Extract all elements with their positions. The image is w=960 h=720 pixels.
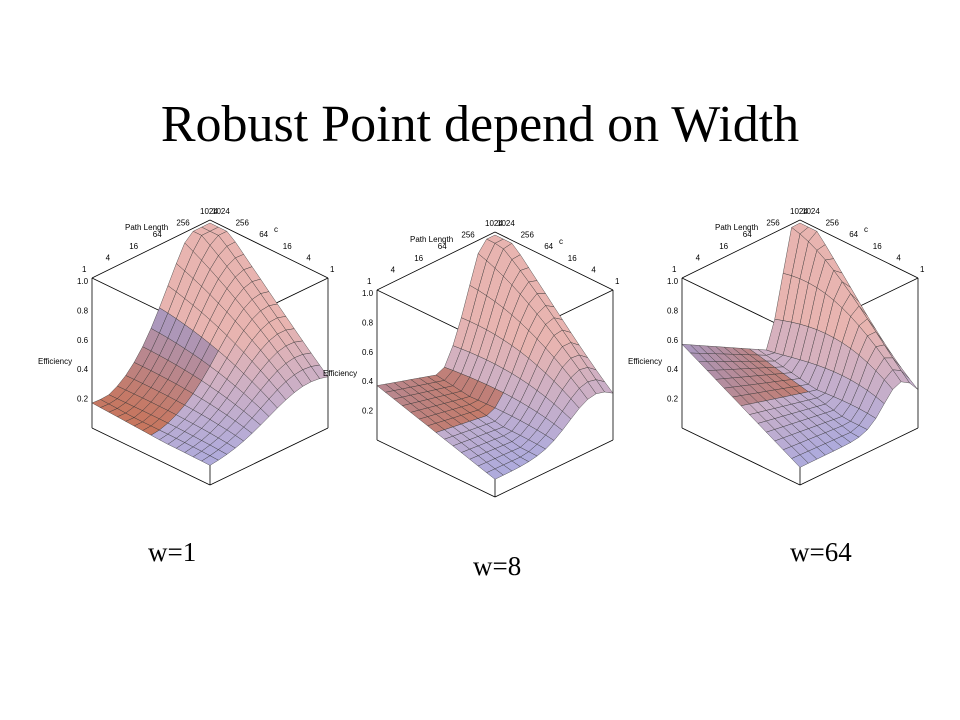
surface-cell	[201, 455, 219, 466]
z-tick-label: 0.8	[362, 318, 374, 327]
x-tick-label: 1024	[485, 219, 503, 228]
z-tick-label: 0.2	[667, 395, 679, 404]
z-tick-label: 0.2	[362, 407, 374, 416]
y-axis-label: c	[864, 225, 868, 234]
box-edge	[494, 439, 614, 498]
y-tick-label: 64	[544, 242, 553, 251]
x-tick-label: 256	[766, 219, 780, 228]
surface	[91, 222, 329, 466]
x-tick-label: 16	[414, 254, 423, 263]
y-tick-label: 1	[330, 265, 335, 274]
y-tick-label: 256	[826, 219, 840, 228]
x-tick-label: 1	[367, 277, 372, 286]
box-edge	[799, 219, 919, 279]
caption-w1: w=1	[148, 537, 197, 567]
z-tick-label: 0.8	[667, 306, 679, 315]
z-tick-label: 0.6	[667, 336, 679, 345]
surface	[681, 222, 919, 468]
box-edge	[376, 231, 496, 291]
x-tick-label: 1	[672, 265, 677, 274]
y-tick-label: 16	[873, 242, 882, 251]
y-tick-label: 4	[896, 253, 901, 262]
surface	[376, 234, 614, 480]
box-edge	[91, 219, 211, 279]
x-tick-label: 256	[176, 219, 190, 228]
x-tick-label: 4	[696, 253, 701, 262]
x-tick-label: 256	[461, 231, 475, 240]
y-tick-label: 16	[283, 242, 292, 251]
x-tick-label: 16	[129, 242, 138, 251]
x-tick-label: 16	[719, 242, 728, 251]
z-axis-label: Efficiency	[323, 369, 357, 378]
box-edge	[681, 219, 801, 279]
y-tick-label: 16	[568, 254, 577, 263]
y-axis-label: c	[274, 225, 278, 234]
y-tick-label: 4	[591, 265, 596, 274]
x-tick-label: 64	[743, 230, 752, 239]
y-tick-label: 4	[306, 253, 311, 262]
surface-cell	[791, 454, 809, 468]
box-edge	[209, 219, 329, 279]
z-tick-label: 1.0	[667, 277, 679, 286]
z-tick-label: 0.8	[77, 306, 89, 315]
y-tick-label: 64	[259, 230, 268, 239]
slide-title: Robust Point depend on Width	[160, 96, 800, 153]
z-tick-label: 0.4	[362, 377, 374, 386]
y-tick-label: 256	[521, 231, 535, 240]
surface-plot-w64: 1 4 16 64 256 1024 1024 256 64 16 4 1 0.2 0.4 0.6 0.8 1.…	[628, 200, 950, 500]
x-tick-label: 1	[82, 265, 87, 274]
caption-w8: w=8	[473, 551, 522, 581]
y-tick-label: 1	[615, 277, 620, 286]
x-tick-label: 1024	[200, 207, 218, 216]
box-edge	[209, 427, 329, 486]
y-tick-label: 256	[236, 219, 250, 228]
z-tick-label: 0.4	[667, 365, 679, 374]
z-tick-label: 0.6	[362, 348, 374, 357]
z-tick-label: 1.0	[77, 277, 89, 286]
y-tick-label: 1024	[802, 207, 820, 216]
y-tick-label: 1	[920, 265, 925, 274]
x-tick-label: 64	[438, 242, 447, 251]
caption-w64: w=64	[790, 537, 852, 567]
box-edge	[91, 427, 211, 486]
z-tick-label: 0.6	[77, 336, 89, 345]
z-tick-label: 0.2	[77, 395, 89, 404]
z-tick-label: 0.4	[77, 365, 89, 374]
y-axis-label: c	[559, 237, 563, 246]
x-tick-label: 64	[153, 230, 162, 239]
box-edge	[681, 427, 801, 486]
z-tick-label: 1.0	[362, 289, 374, 298]
x-tick-label: 1024	[790, 207, 808, 216]
x-tick-label: 4	[391, 265, 396, 274]
y-tick-label: 1024	[497, 219, 515, 228]
box-edge	[376, 439, 496, 498]
x-axis-label: Path Length	[125, 223, 168, 232]
x-axis-label: Path Length	[715, 223, 758, 232]
box-edge	[494, 231, 614, 291]
x-axis-label: Path Length	[410, 235, 453, 244]
surface-plot-w1: 1 4 16 64 256 1024 1024 256 64 16 4 1 0.2 0.4 0.6 0.8 1.…	[38, 200, 360, 500]
surface-cell	[486, 468, 504, 480]
z-axis-label: Efficiency	[38, 357, 72, 366]
box-edge	[799, 427, 919, 486]
x-tick-label: 4	[106, 253, 111, 262]
y-tick-label: 64	[849, 230, 858, 239]
surface-plot-w8: 1 4 16 64 256 1024 1024 256 64 16 4 1 0.2 0.4 0.6 0.8 1.…	[323, 212, 645, 512]
z-axis-label: Efficiency	[628, 357, 662, 366]
y-tick-label: 1024	[212, 207, 230, 216]
